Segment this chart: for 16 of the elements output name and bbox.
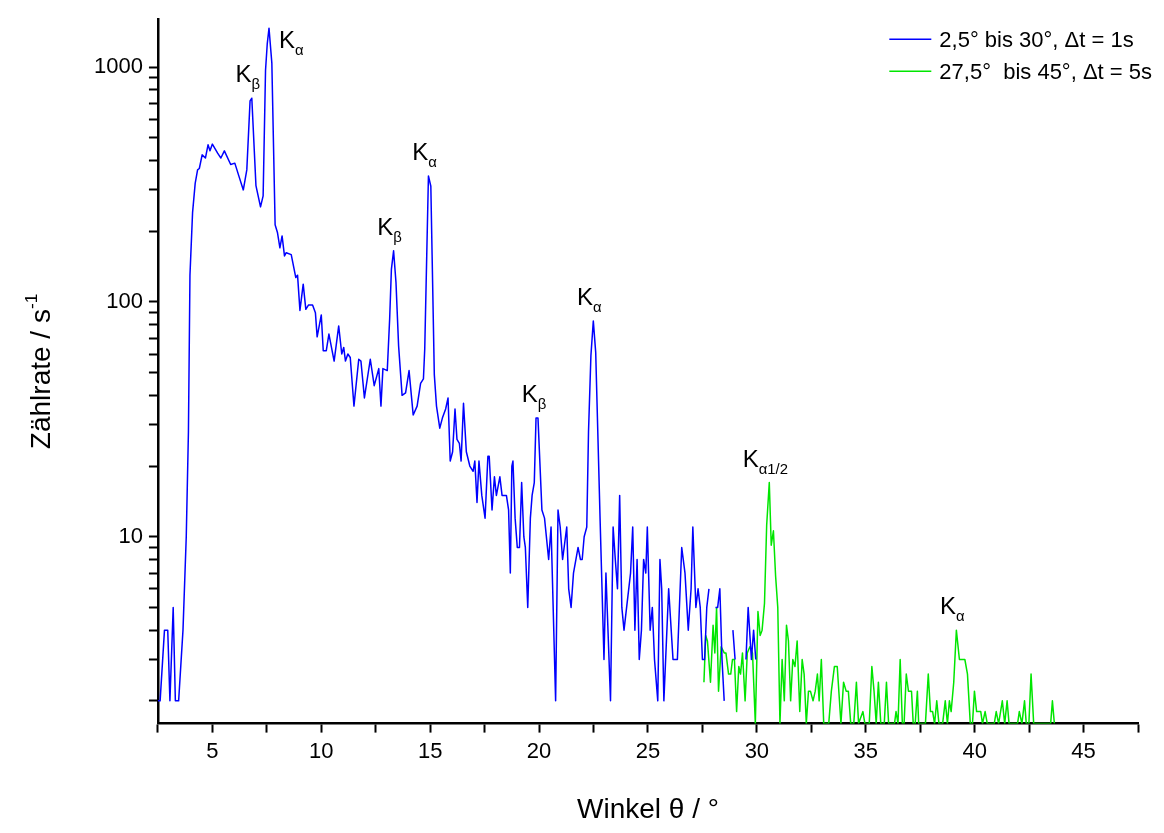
y-axis-title: Zählrate / s-1 (21, 293, 56, 450)
y-tick-label: 1000 (93, 53, 143, 79)
legend-label: 27,5° bis 45°, Δt = 5s (939, 59, 1152, 85)
x-tick-label: 20 (526, 737, 552, 763)
x-tick-label: 35 (853, 737, 878, 763)
x-axis-title: Winkel θ / ° (577, 793, 719, 824)
x-tick-label: 25 (635, 737, 661, 763)
x-tick-label: 10 (309, 737, 334, 763)
legend-label: 2,5° bis 30°, Δt = 1s (939, 27, 1134, 53)
x-tick-label: 5 (206, 737, 219, 763)
y-tick-label: 100 (106, 287, 143, 313)
y-tick-label: 10 (118, 522, 143, 548)
x-tick-label: 15 (417, 737, 443, 763)
x-tick-label: 45 (1071, 737, 1096, 763)
x-tick-label: 30 (744, 737, 770, 763)
x-tick-label: 40 (962, 737, 987, 763)
